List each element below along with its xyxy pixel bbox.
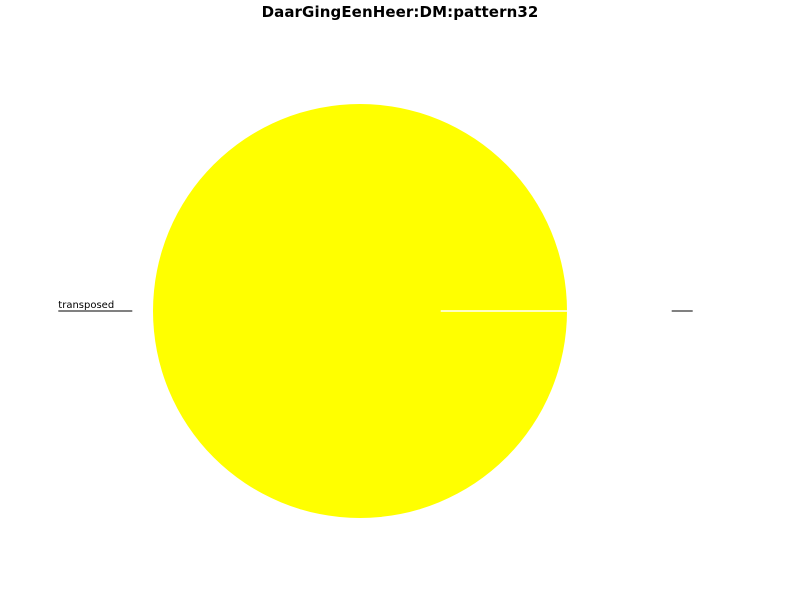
pie-slice-1 [153,104,567,518]
pie-labels: transposed [58,300,693,312]
chart-title: DaarGingEenHeer:DM:pattern32 [261,3,539,21]
pie-slices [153,104,567,518]
pie-slice-label-1: transposed [58,300,114,311]
